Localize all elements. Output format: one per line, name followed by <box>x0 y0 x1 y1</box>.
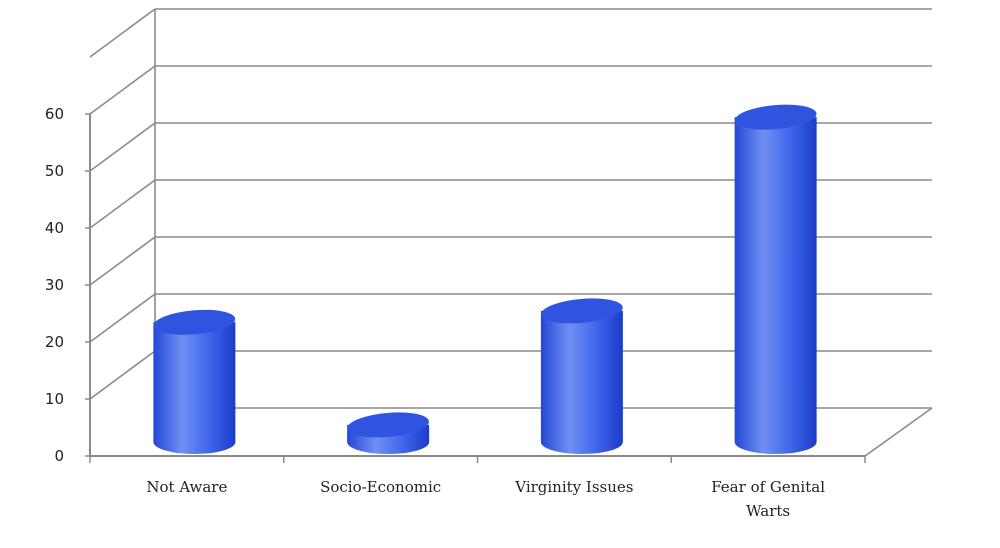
y-tick-label: 20 <box>45 333 64 351</box>
bar <box>734 104 817 455</box>
floor-edge <box>864 407 933 457</box>
y-tick-label: 60 <box>45 105 64 123</box>
y-tick-label: 40 <box>45 219 64 237</box>
labels: 0 10 20 30 40 50 60 Not Aware Socio-Economic Virg… <box>45 105 825 520</box>
gridline-side <box>89 236 156 286</box>
bar <box>153 309 236 454</box>
gridline-side <box>89 65 156 115</box>
bar <box>347 412 430 455</box>
y-tick-label: 10 <box>45 390 64 408</box>
bars <box>153 104 817 455</box>
bar-top <box>734 104 817 130</box>
x-tick-label: Not Aware <box>146 478 227 496</box>
x-tick-label: Socio-Economic <box>320 478 441 496</box>
bar-top <box>153 309 236 335</box>
x-tick-label: Virginity Issues <box>514 478 633 496</box>
axes <box>85 112 933 463</box>
gridline-side <box>89 122 156 172</box>
bar-body <box>734 117 817 455</box>
gridline-side <box>89 179 156 229</box>
y-tick-label: 30 <box>45 276 64 294</box>
gridline-side <box>89 293 156 343</box>
bar-body <box>540 310 623 455</box>
bar <box>540 298 623 455</box>
bar-body <box>153 322 236 454</box>
gridline-side <box>89 8 156 58</box>
y-tick-label: 0 <box>54 447 64 465</box>
x-tick-label: Fear of Genital Warts <box>711 478 825 520</box>
bar-top <box>541 298 623 324</box>
gridline-side <box>89 350 156 400</box>
y-tick-label: 50 <box>45 162 64 180</box>
bar-top <box>347 412 429 438</box>
